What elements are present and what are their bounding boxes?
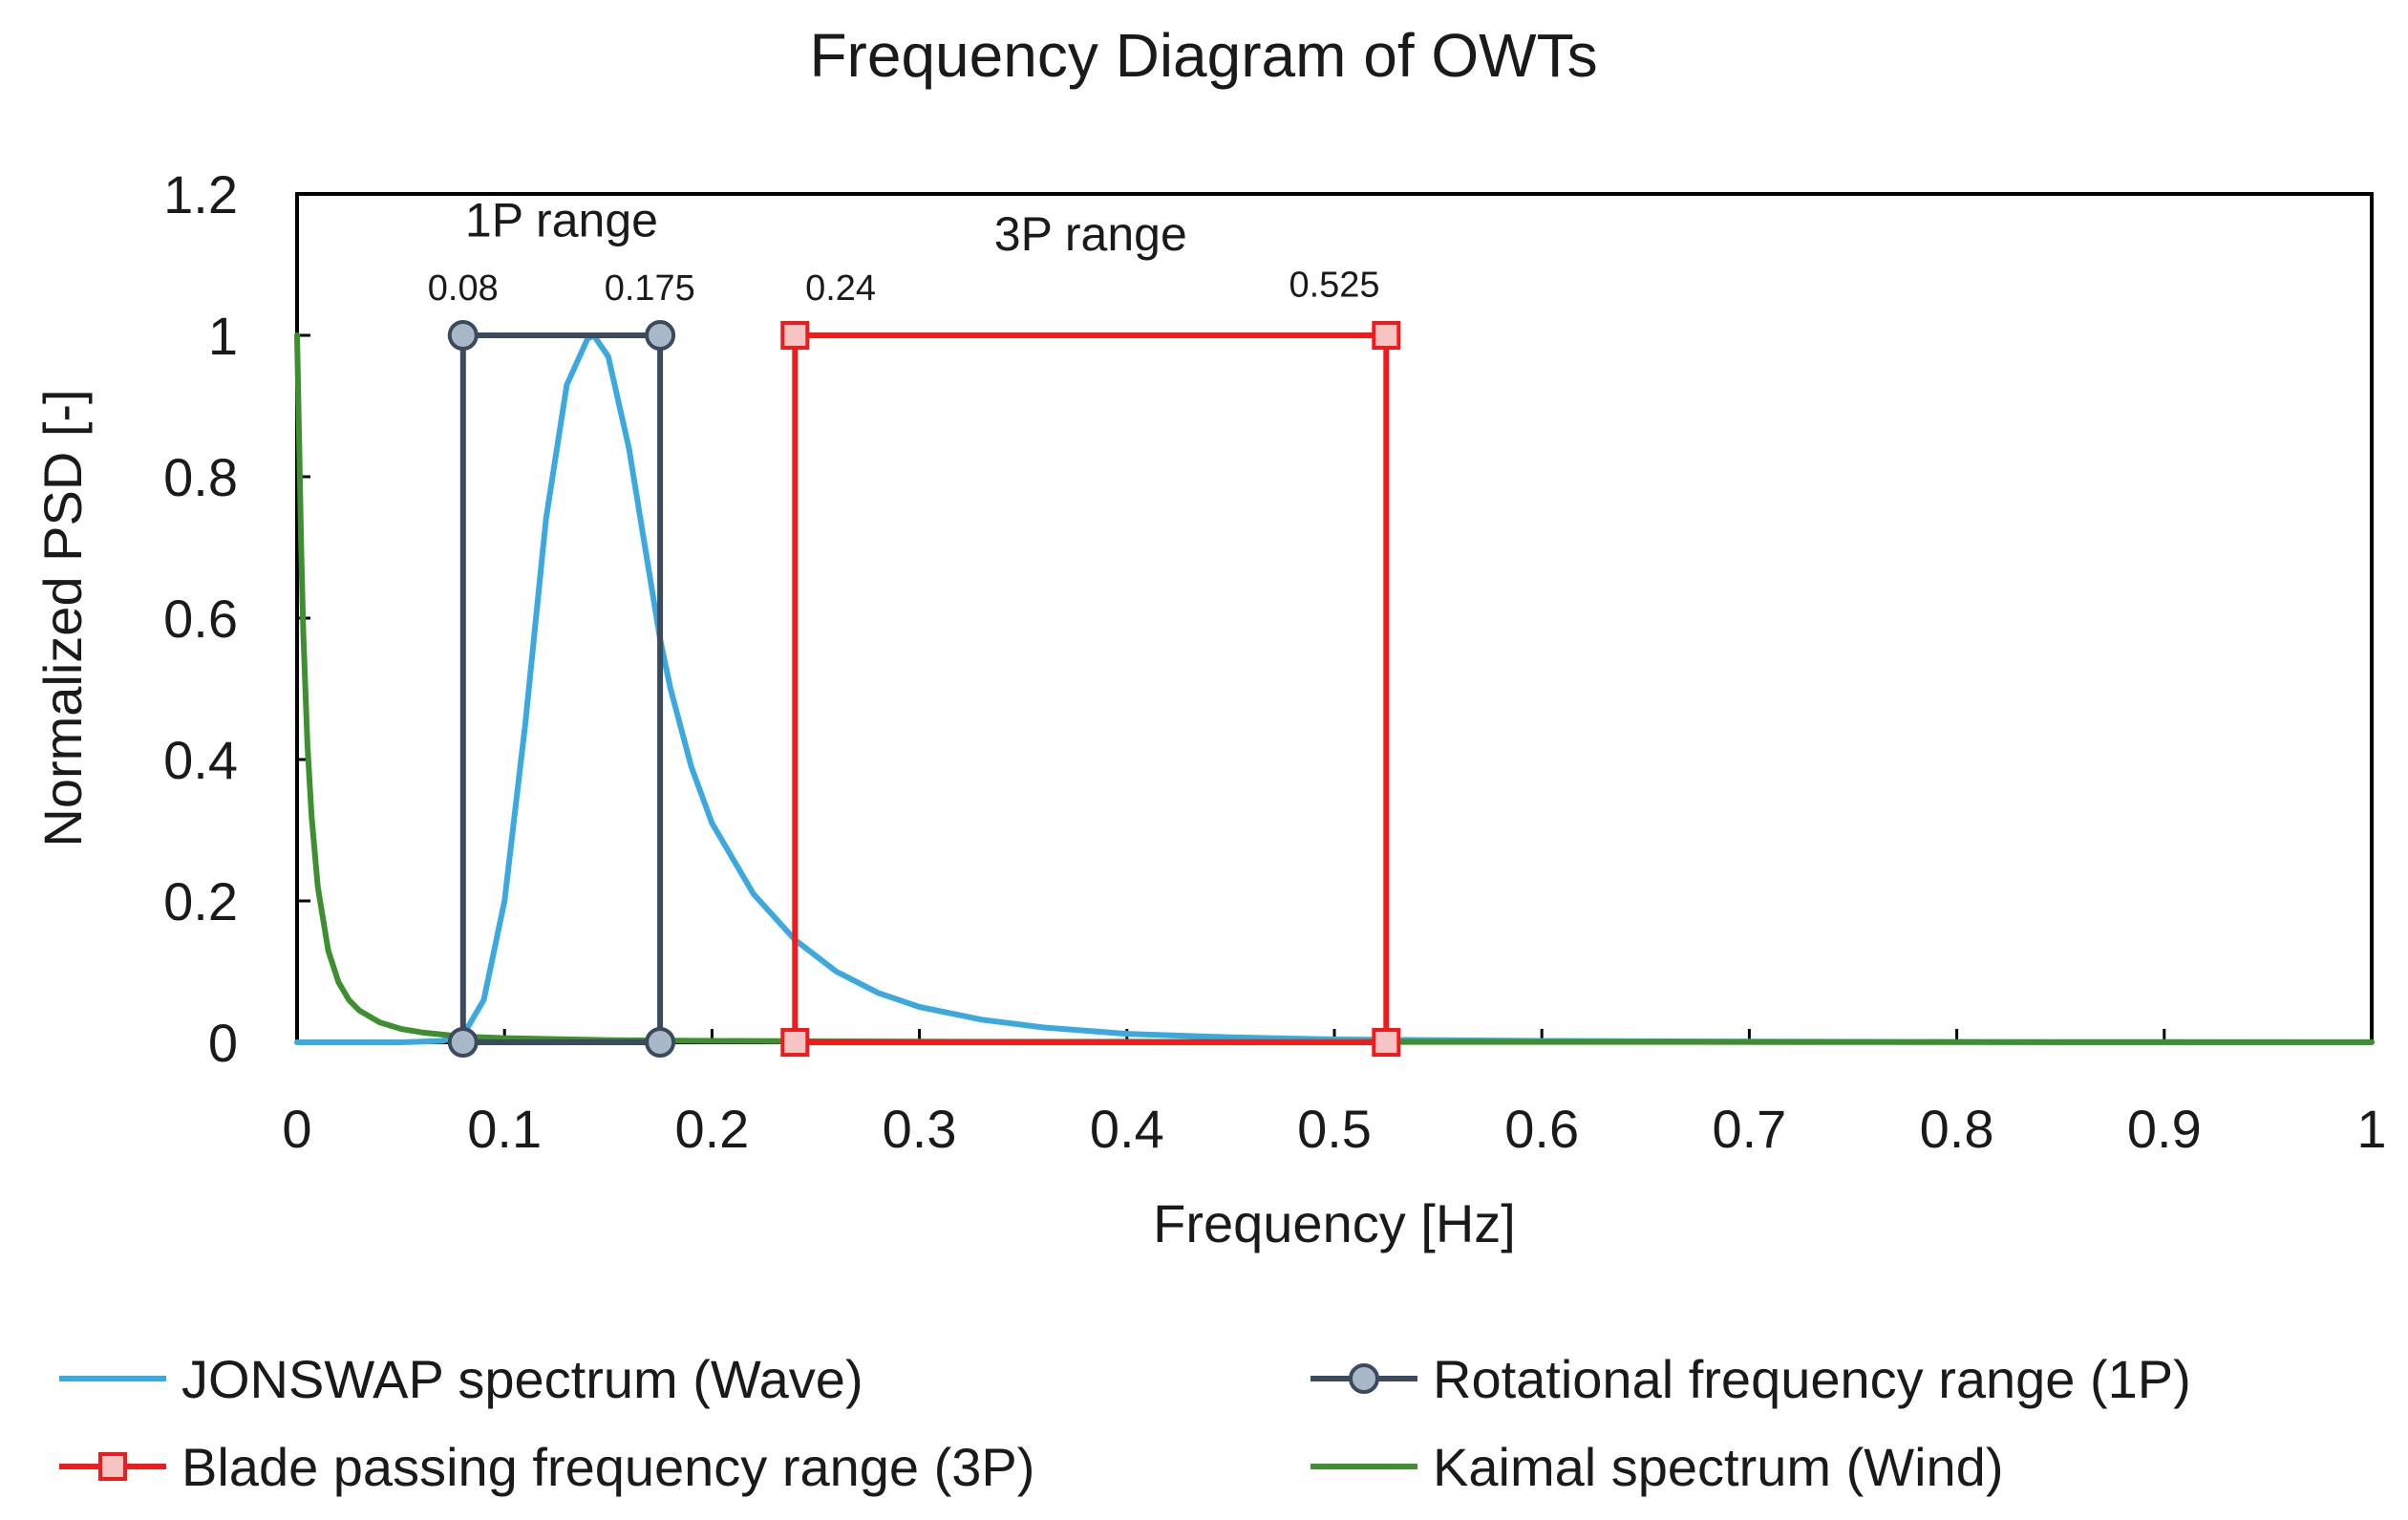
legend-label-jonswap-spectrum-wave: JONSWAP spectrum (Wave) [181,1349,863,1409]
legend: JONSWAP spectrum (Wave) Rotational freque… [59,1349,2191,1497]
x-tick-label: 0.9 [2127,1099,2202,1159]
series-line-jonswap-spectrum-wave [294,332,2375,1045]
annotation-label: 0.24 [805,268,876,309]
x-tick-label: 0 [282,1099,311,1159]
x-tick-label: 0.3 [883,1099,957,1159]
legend-label-blade-passing-frequency-range-3p: Blade passing frequency range (3P) [181,1437,1034,1497]
y-tick-label: 0.2 [163,871,238,931]
x-tick-label: 0.5 [1297,1099,1372,1159]
y-tick-label: 1.2 [163,164,238,225]
x-tick-label: 0.8 [1920,1099,1994,1159]
x-tick-label: 0.7 [1712,1099,1786,1159]
legend-item-jonswap-spectrum-wave: JONSWAP spectrum (Wave) [59,1349,863,1409]
x-tick-label: 0.2 [674,1099,749,1159]
chart-title: Frequency Diagram of OWTs [809,21,1597,90]
x-axis: 0 0.1 0.2 0.3 0.4 0.5 0.6 0.7 0.8 0.9 1 [282,1029,2387,1159]
annotation-label: 3P range [994,207,1187,261]
series-line-blade-passing-frequency-range-3p [792,332,1390,1045]
plot-area [295,192,2374,1044]
x-tick-label: 0.6 [1504,1099,1579,1159]
data-point-rotational-frequency-range-1p [447,1027,479,1058]
annotations: 1P range 3P range 0.08 0.175 0.24 0.525 [428,193,1380,309]
y-tick-label: 0.4 [163,730,238,790]
annotation-label: 0.175 [605,268,695,309]
legend-marker-rotational-frequency-range-1p [1349,1363,1379,1394]
y-tick-label: 1 [208,306,238,366]
data-point-rotational-frequency-range-1p [645,320,676,351]
legend-label-rotational-frequency-range-1p: Rotational frequency range (1P) [1433,1349,2191,1409]
data-point-blade-passing-frequency-range-3p [780,1028,810,1057]
legend-label-kaimal-spectrum-wind: Kaimal spectrum (Wind) [1433,1437,2003,1497]
series-kaimal-spectrum-wind [294,332,2375,1045]
x-axis-label: Frequency [Hz] [1153,1193,1516,1253]
annotation-label: 0.08 [428,268,499,309]
legend-marker-blade-passing-frequency-range-3p [98,1452,127,1481]
series-line-rotational-frequency-range-1p [459,332,664,1045]
series-rotational-frequency-range-1p [447,320,676,1058]
legend-item-kaimal-spectrum-wind: Kaimal spectrum (Wind) [1311,1437,2003,1497]
annotation-label: 0.525 [1289,265,1379,305]
annotation-label: 1P range [465,193,658,246]
data-point-blade-passing-frequency-range-3p [1372,321,1401,350]
x-tick-label: 0.1 [467,1099,542,1159]
data-point-rotational-frequency-range-1p [447,320,479,351]
y-tick-label: 0.6 [163,589,238,649]
y-tick-label: 0.8 [163,447,238,507]
series-blade-passing-frequency-range-3p [780,321,1401,1057]
data-point-blade-passing-frequency-range-3p [780,321,810,350]
legend-item-blade-passing-frequency-range-3p: Blade passing frequency range (3P) [59,1437,1034,1497]
series-layer [294,320,2375,1058]
data-point-blade-passing-frequency-range-3p [1372,1028,1401,1057]
x-tick-label: 0.4 [1090,1099,1164,1159]
series-jonswap-spectrum-wave [294,332,2375,1045]
y-tick-label: 0 [208,1013,238,1073]
y-axis-label: Normalized PSD [-] [32,389,93,846]
y-axis: 0 0.2 0.4 0.6 0.8 1 1.2 [163,164,310,1073]
series-line-kaimal-spectrum-wind [294,332,2375,1045]
legend-item-rotational-frequency-range-1p: Rotational frequency range (1P) [1311,1349,2191,1409]
data-point-rotational-frequency-range-1p [645,1027,676,1058]
x-tick-label: 1 [2356,1099,2386,1159]
